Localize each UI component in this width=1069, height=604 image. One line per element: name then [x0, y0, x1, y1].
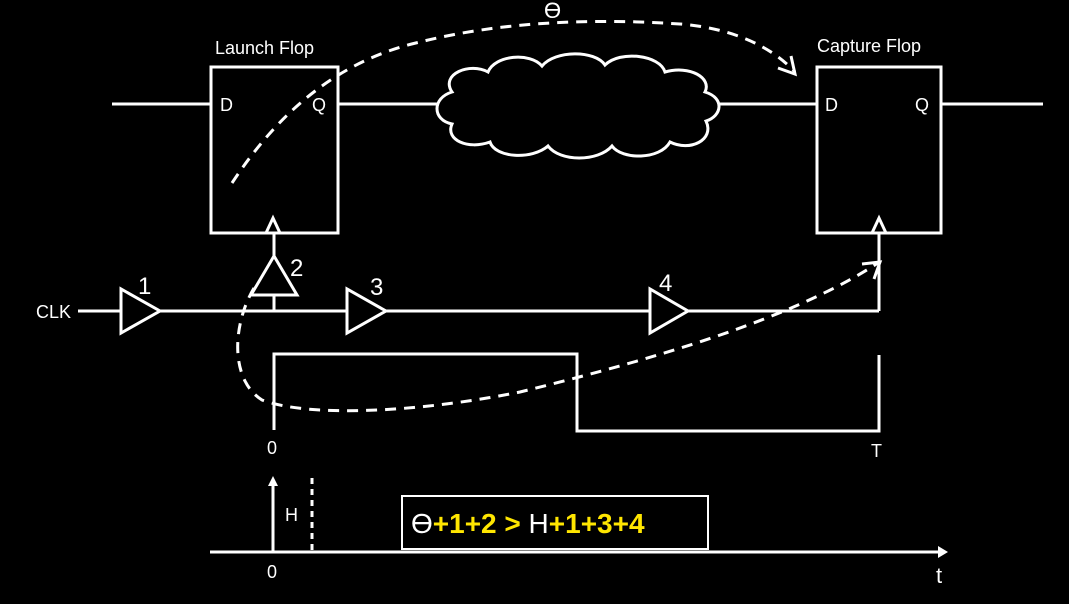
- time-axis-arrowhead-icon: [938, 546, 948, 558]
- hold-equation-box: [401, 495, 709, 550]
- buffer-3-label: 3: [370, 274, 383, 301]
- capture-flop-title: Capture Flop: [817, 36, 921, 56]
- clock-buffer-3-icon: [345, 286, 390, 336]
- clk-label: CLK: [36, 302, 71, 322]
- clock-buffer-1-icon: [119, 286, 164, 336]
- capture-flop-box: [815, 65, 943, 235]
- buffer-1-label: 1: [138, 273, 151, 300]
- hold-label: H: [285, 505, 298, 525]
- equation-rhs-delays: +1+3+4: [549, 508, 645, 539]
- launch-q-pin-label: Q: [312, 95, 326, 115]
- capture-clock-path-arrow: [236, 261, 879, 413]
- time-axis-zero-label: 0: [267, 562, 277, 582]
- theta-delay-label: ϴ: [544, 0, 561, 23]
- buffer-2-label: 2: [290, 255, 303, 282]
- clock-buffer-4-icon: [648, 286, 691, 336]
- capture-clock-pin-icon: [870, 214, 888, 234]
- equation-lhs-delays: +1+2 >: [433, 508, 529, 539]
- capture-d-pin-label: D: [825, 95, 838, 115]
- waveform-period-label: T: [871, 441, 882, 461]
- buffer-4-label: 4: [659, 270, 672, 297]
- hold-equation: ϴ+1+2 > H+1+3+4: [411, 508, 645, 539]
- launch-d-pin-label: D: [220, 95, 233, 115]
- waveform-time-zero-label: 0: [267, 438, 277, 458]
- capture-clock-path-arrowhead-icon: [861, 260, 883, 280]
- equation-theta: ϴ: [411, 508, 433, 539]
- equation-hold: H: [529, 508, 549, 539]
- clock-buffer-2-icon: [248, 253, 300, 297]
- launch-data-path-arrow: [230, 19, 797, 184]
- combinational-logic-cloud-icon: [435, 52, 721, 160]
- launch-clock-pin-icon: [264, 214, 282, 234]
- time-axis-label: t: [936, 563, 942, 588]
- clock-waveform: [272, 352, 881, 433]
- capture-q-pin-label: Q: [915, 95, 929, 115]
- launch-flop-title: Launch Flop: [215, 38, 314, 58]
- hold-origin-arrowhead-icon: [268, 476, 278, 486]
- launch-data-path-arrowhead-icon: [777, 55, 798, 77]
- launch-flop-box: [209, 65, 340, 235]
